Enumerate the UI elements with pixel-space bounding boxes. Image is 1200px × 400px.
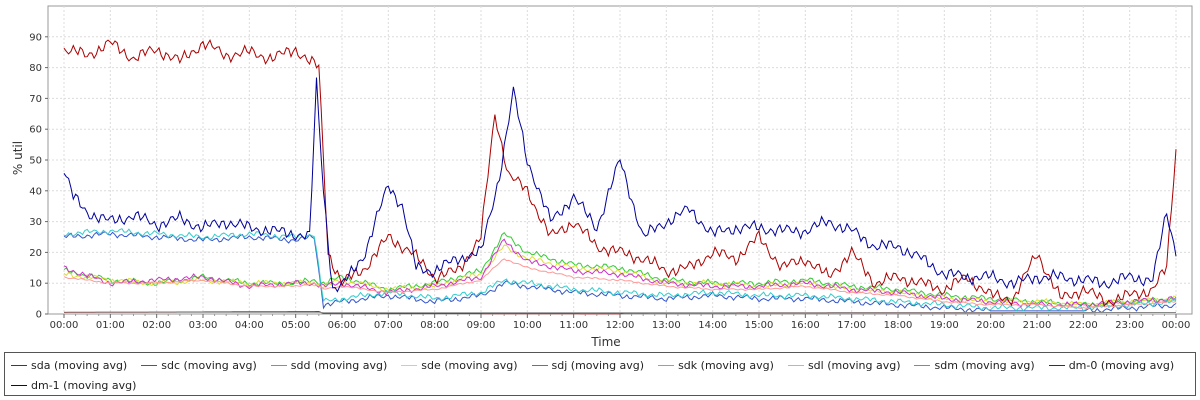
x-tick-label: 03:00 — [189, 320, 218, 331]
legend-label: dm-1 (moving avg) — [31, 378, 137, 392]
series-line-dm-0 — [63, 39, 1177, 307]
x-tick-label: 18:00 — [884, 320, 913, 331]
y-tick-label: 50 — [29, 156, 42, 167]
legend-label: sdl (moving avg) — [807, 358, 901, 372]
x-tick-label: 07:00 — [374, 320, 403, 331]
x-tick-label: 23:00 — [1115, 320, 1144, 331]
y-tick-label: 20 — [29, 248, 42, 259]
legend-swatch — [914, 364, 931, 366]
legend-label: sdj (moving avg) — [551, 358, 645, 372]
series-line-sdj — [63, 238, 1177, 309]
x-tick-label: 09:00 — [467, 320, 496, 331]
y-tick-label: 80 — [29, 63, 42, 74]
y-tick-label: 60 — [29, 125, 42, 136]
legend-item: sdj (moving avg) — [531, 355, 645, 375]
legend-label: sda (moving avg) — [31, 358, 128, 372]
x-tick-label: 10:00 — [513, 320, 542, 331]
legend-item: sdd (moving avg) — [270, 355, 388, 375]
legend: sda (moving avg) sdc (moving avg) sdd (mov… — [4, 352, 1196, 396]
series-line-dm-1 — [63, 77, 1177, 293]
y-tick-label: 0 — [36, 310, 42, 321]
series-line-sdm — [64, 311, 1176, 314]
legend-item: sdl (moving avg) — [787, 355, 901, 375]
legend-label: sdk (moving avg) — [678, 358, 774, 372]
legend-swatch — [658, 364, 675, 366]
x-tick-label: 05:00 — [281, 320, 310, 331]
legend-label: sdm (moving avg) — [934, 358, 1035, 372]
legend-item: sdm (moving avg) — [914, 355, 1035, 375]
y-axis-title: % util — [11, 141, 25, 175]
legend-swatch — [11, 364, 27, 366]
axis-layer: 0 10 20 30 40 50 60 70 80 90 00:00 01:00 02:00 03:00 0… — [29, 32, 1190, 331]
legend-swatch — [11, 384, 27, 386]
x-tick-label: 17:00 — [837, 320, 866, 331]
series-layer — [63, 39, 1177, 315]
legend-item: dm-0 (moving avg) — [1048, 355, 1175, 375]
x-tick-label: 06:00 — [328, 320, 357, 331]
x-tick-label: 02:00 — [142, 320, 171, 331]
x-tick-label: 01:00 — [96, 320, 125, 331]
legend-item: sdc (moving avg) — [141, 355, 257, 375]
x-axis-title: Time — [590, 335, 620, 349]
y-tick-label: 10 — [29, 279, 42, 290]
x-tick-label: 12:00 — [606, 320, 635, 331]
series-line-sdk — [63, 228, 1177, 312]
legend-label: sdd (moving avg) — [290, 358, 388, 372]
y-tick-label: 40 — [29, 186, 42, 197]
x-tick-label: 00:00 — [50, 320, 79, 331]
legend-swatch — [787, 364, 804, 366]
x-tick-label: 15:00 — [745, 320, 774, 331]
series-line-sdl — [63, 258, 1177, 310]
grid-layer — [47, 5, 1193, 315]
legend-swatch — [270, 364, 287, 366]
legend-item: sde (moving avg) — [401, 355, 518, 375]
y-tick-label: 70 — [29, 94, 42, 105]
legend-swatch — [141, 364, 158, 366]
legend-label: sde (moving avg) — [421, 358, 518, 372]
x-tick-label: 21:00 — [1023, 320, 1052, 331]
x-tick-label: 04:00 — [235, 320, 264, 331]
legend-swatch — [531, 364, 548, 366]
x-tick-label: 20:00 — [976, 320, 1005, 331]
x-tick-label: 16:00 — [791, 320, 820, 331]
x-tick-label: 19:00 — [930, 320, 959, 331]
x-tick-label: 11:00 — [559, 320, 588, 331]
legend-item: dm-1 (moving avg) — [11, 375, 136, 395]
legend-label: dm-0 (moving avg) — [1068, 358, 1175, 372]
x-tick-label: 08:00 — [420, 320, 449, 331]
x-tick-label: 13:00 — [652, 320, 681, 331]
series-line-sdd — [63, 231, 1177, 308]
legend-swatch — [1048, 364, 1065, 366]
legend-item: sda (moving avg) — [11, 355, 127, 375]
legend-item: sdk (moving avg) — [658, 355, 774, 375]
series-line-sdc — [63, 231, 1177, 314]
legend-label: sdc (moving avg) — [161, 358, 257, 372]
x-tick-label: 22:00 — [1069, 320, 1098, 331]
y-tick-label: 90 — [29, 32, 42, 43]
x-tick-label: 14:00 — [698, 320, 727, 331]
y-tick-label: 30 — [29, 217, 42, 228]
x-tick-label: 00:00 — [1162, 320, 1191, 331]
legend-swatch — [401, 364, 418, 366]
